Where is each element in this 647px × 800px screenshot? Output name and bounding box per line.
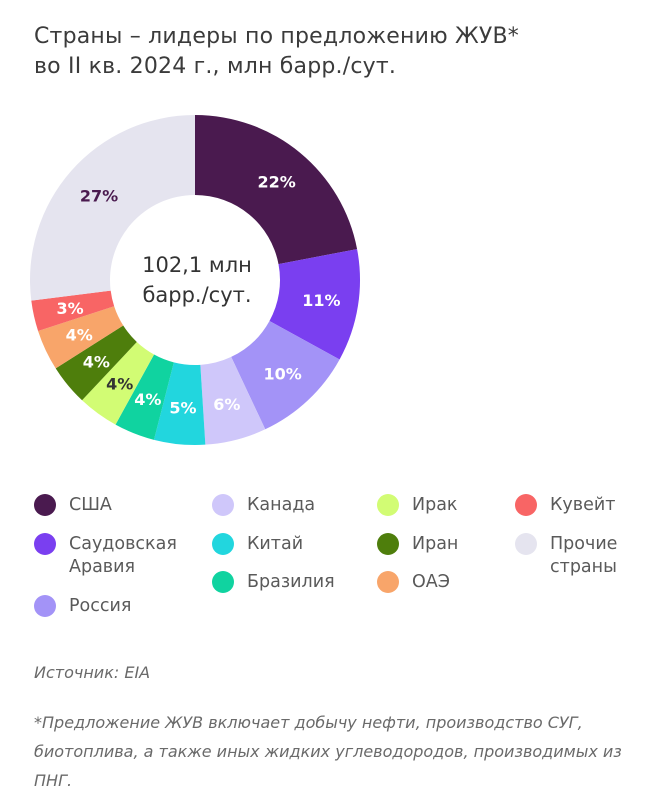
- donut-slice-5: [153, 362, 206, 445]
- slice-label-11: 27%: [80, 186, 118, 205]
- legend-swatch: [34, 494, 56, 516]
- legend-label: Китай: [247, 534, 304, 554]
- legend-label: Прочие страны: [550, 534, 618, 577]
- slice-label-8: 4%: [83, 353, 110, 372]
- center-total-line-2: барр./сут.: [142, 283, 251, 307]
- legend-item-2: Саудовская Аравия: [34, 533, 177, 579]
- legend-swatch: [212, 494, 234, 516]
- legend-label: Саудовская Аравия: [69, 534, 177, 577]
- donut-slice-3: [231, 320, 340, 430]
- legend-label: Канада: [247, 495, 316, 515]
- legend-item-11: Прочие страны: [515, 533, 617, 579]
- legend-swatch: [377, 533, 399, 555]
- slice-label-2: 11%: [302, 291, 340, 310]
- legend-swatch: [212, 571, 234, 593]
- legend-item-7: Ирак: [377, 494, 458, 517]
- legend-label: Россия: [69, 596, 132, 616]
- legend-label: Кувейт: [550, 495, 616, 515]
- donut-slices: [29, 115, 360, 445]
- slice-label-3: 10%: [263, 364, 301, 383]
- legend-item-8: Иран: [377, 533, 458, 556]
- footnote: *Предложение ЖУВ включает добычу нефти, …: [34, 713, 622, 790]
- title-line-1: Страны – лидеры по предложению ЖУВ*: [34, 24, 519, 49]
- slice-label-5: 5%: [169, 398, 196, 417]
- slice-label-9: 4%: [66, 325, 93, 344]
- slice-label-7: 4%: [106, 375, 133, 394]
- legend-label: Бразилия: [247, 572, 335, 592]
- slice-label-4: 6%: [213, 395, 240, 414]
- legend-swatch: [515, 533, 537, 555]
- legend-label: США: [69, 495, 112, 515]
- donut-chart: 22%11%10%6%5%4%4%4%4%3%27% 102,1 млн бар…: [29, 115, 360, 445]
- legend-item-3: Россия: [34, 595, 131, 618]
- slice-label-1: 22%: [257, 172, 295, 191]
- donut-slice-8: [55, 325, 137, 401]
- donut-slice-1: [195, 115, 358, 265]
- legend-swatch: [34, 595, 56, 617]
- legend-swatch: [212, 533, 234, 555]
- legend-label: ОАЭ: [412, 572, 450, 592]
- donut-slice-labels: 22%11%10%6%5%4%4%4%4%3%27%: [56, 172, 340, 417]
- donut-slice-11: [29, 115, 195, 301]
- donut-slice-10: [31, 290, 115, 331]
- legend-swatch: [377, 494, 399, 516]
- legend-item-6: Бразилия: [212, 571, 335, 594]
- legend-label: Иран: [412, 534, 459, 554]
- slice-label-6: 4%: [134, 390, 161, 409]
- legend-item-5: Китай: [212, 533, 303, 556]
- chart-title: Страны – лидеры по предложению ЖУВ* во I…: [34, 22, 624, 82]
- legend-swatch: [515, 494, 537, 516]
- legend-item-1: США: [34, 494, 112, 517]
- legend-swatch: [377, 571, 399, 593]
- legend-item-4: Канада: [212, 494, 315, 517]
- legend-swatch: [34, 533, 56, 555]
- slice-label-10: 3%: [56, 299, 83, 318]
- donut-slice-2: [269, 249, 360, 360]
- donut-slice-9: [38, 306, 124, 369]
- center-total-line-1: 102,1 млн: [142, 253, 252, 277]
- donut-slice-4: [200, 356, 266, 445]
- donut-slice-7: [82, 341, 155, 425]
- donut-slice-6: [115, 354, 174, 440]
- source-note: Источник: EIA: [34, 663, 151, 682]
- legend-label: Ирак: [412, 495, 458, 515]
- title-line-2: во II кв. 2024 г., млн барр./сут.: [34, 54, 397, 79]
- legend-item-9: ОАЭ: [377, 571, 450, 594]
- legend-item-10: Кувейт: [515, 494, 615, 517]
